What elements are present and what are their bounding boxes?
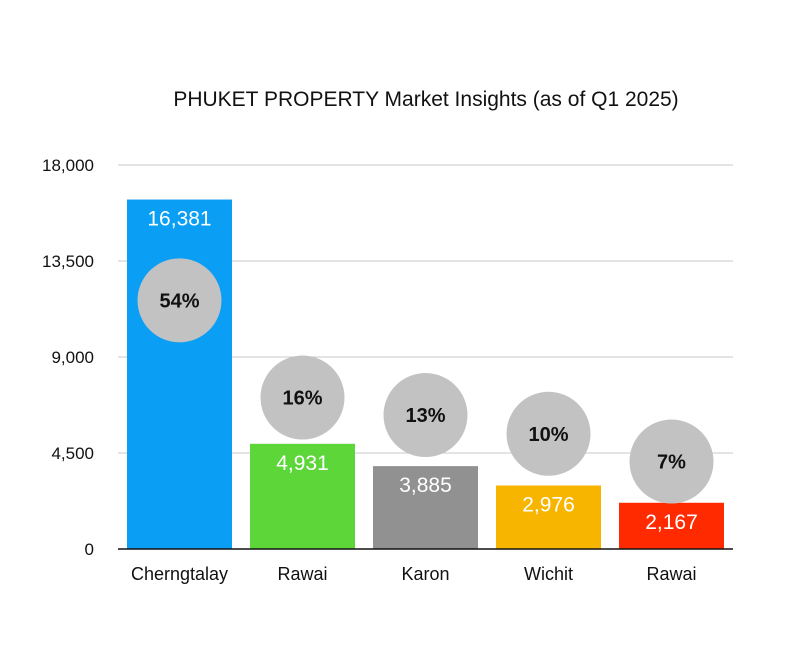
- bars: 16,381 54% 4,931 16% 3,885 13% 2,976 10% 2,167 7%: [127, 199, 724, 549]
- percent-bubble: [137, 258, 222, 343]
- x-category-label: Karon: [401, 564, 449, 584]
- y-axis-ticks: 0 4,500 9,000 13,500 18,000: [42, 156, 94, 559]
- x-category-label: Cherngtalay: [131, 564, 228, 584]
- bar-value-label: 4,931: [276, 452, 329, 475]
- percent-label: 10%: [528, 424, 568, 446]
- bar: [250, 443, 355, 549]
- y-tick-label: 9,000: [51, 348, 94, 367]
- y-tick-label: 0: [85, 540, 94, 559]
- y-tick-label: 13,500: [42, 252, 94, 271]
- percent-bubble: [629, 419, 714, 504]
- y-tick-label: 4,500: [51, 444, 94, 463]
- percent-label: 54%: [159, 290, 199, 312]
- bar: [619, 502, 724, 549]
- bar-value-label: 16,381: [147, 208, 211, 231]
- bar: [127, 199, 232, 549]
- bar-value-label: 3,885: [399, 474, 452, 497]
- y-tick-label: 18,000: [42, 156, 94, 175]
- chart-title: PHUKET PROPERTY Market Insights (as of Q…: [173, 88, 679, 111]
- percent-label: 16%: [282, 388, 322, 410]
- x-category-label: Wichit: [524, 564, 573, 584]
- percent-bubble: [383, 373, 468, 458]
- x-category-label: Rawai: [646, 564, 696, 584]
- percent-bubble: [260, 355, 345, 440]
- bar-value-label: 2,167: [645, 511, 698, 534]
- x-category-label: Rawai: [277, 564, 327, 584]
- bar: [373, 466, 478, 549]
- percent-label: 13%: [405, 405, 445, 427]
- bar: [496, 485, 601, 549]
- percent-bubble: [506, 391, 591, 476]
- percent-label: 7%: [657, 452, 686, 474]
- x-axis-categories: Cherngtalay Rawai Karon Wichit Rawai: [131, 564, 697, 584]
- bar-value-label: 2,976: [522, 494, 575, 517]
